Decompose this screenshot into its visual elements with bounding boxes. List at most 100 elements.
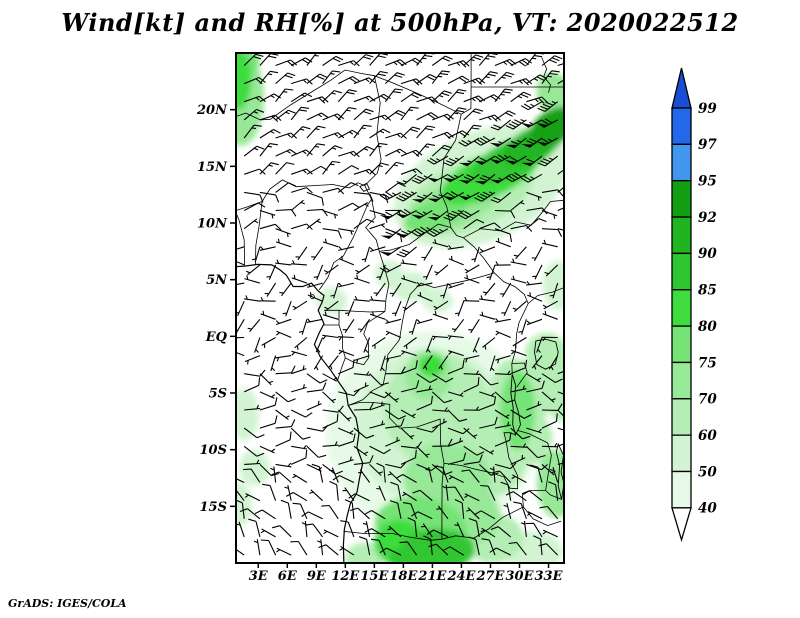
wind-barb: [416, 191, 433, 203]
wind-barb: [463, 355, 480, 363]
wind-barb: [275, 431, 292, 447]
wind-barb: [463, 108, 484, 121]
wind-barb: [364, 510, 386, 520]
wind-barb: [275, 419, 296, 429]
wind-barb: [290, 149, 313, 157]
wind-barb: [236, 319, 245, 334]
wind-barb: [338, 433, 356, 447]
lon-tick-label: 12E: [331, 569, 360, 584]
wind-barb: [496, 137, 511, 148]
rh-shading-layer: [236, 53, 564, 563]
wind-barb: [481, 538, 496, 556]
wind-barb: [270, 355, 277, 372]
wind-barb: [369, 445, 391, 455]
wind-barb: [306, 125, 326, 139]
wind-barb: [349, 507, 370, 520]
wind-barb: [385, 228, 402, 240]
wind-barb: [353, 295, 370, 302]
wind-barb: [259, 162, 279, 175]
wind-barb: [243, 108, 265, 121]
wind-barb: [275, 109, 296, 121]
wind-barb: [290, 409, 313, 418]
wind-barb: [243, 202, 266, 211]
wind-barb: [322, 90, 342, 103]
wind-barb: [448, 474, 464, 483]
wind-barb: [442, 546, 464, 556]
wind-barb: [513, 246, 527, 260]
wind-barb: [510, 385, 527, 393]
wind-barb: [254, 337, 261, 353]
wind-barb: [557, 207, 564, 212]
wind-barb: [526, 191, 542, 201]
wind-barb: [525, 522, 543, 538]
wind-barb: [541, 442, 559, 448]
wind-barb: [306, 382, 327, 393]
wind-barb: [513, 501, 527, 519]
wind-barb: [379, 547, 402, 556]
wind-barb: [501, 300, 512, 317]
wind-barb: [322, 160, 341, 175]
wind-barb: [433, 173, 449, 183]
wind-barb: [353, 191, 374, 202]
wind-barb: [447, 173, 464, 183]
wind-barb: [353, 124, 372, 139]
lon-tick-label: 30E: [505, 569, 534, 584]
wind-barb: [544, 264, 559, 277]
wind-barb: [479, 445, 495, 455]
wind-barb: [541, 463, 556, 476]
lon-tick-label: 27E: [475, 569, 505, 584]
wind-barb: [318, 544, 339, 556]
wind-barb: [342, 318, 355, 334]
wind-barb: [400, 106, 419, 121]
wind-barb: [503, 503, 512, 519]
wind-barb: [266, 264, 277, 280]
wind-barb: [243, 468, 261, 483]
wind-barb: [541, 228, 563, 238]
wind-barb: [527, 119, 543, 128]
wind-barb: [337, 107, 357, 121]
wind-barb: [371, 337, 386, 349]
wind-barb: [468, 319, 480, 334]
wind-barb: [387, 246, 402, 257]
wind-barb: [447, 245, 464, 250]
wind-barb: [243, 445, 265, 457]
rh-blob: [391, 271, 431, 302]
wind-barb: [400, 427, 415, 440]
wind-barb: [463, 124, 482, 139]
wind-barb: [494, 209, 516, 219]
wind-barb: [489, 547, 511, 556]
wind-barb: [458, 210, 480, 220]
rh-blob: [236, 53, 252, 110]
wind-barb: [520, 101, 543, 111]
wind-barb: [271, 525, 292, 538]
rh-blob: [418, 354, 444, 378]
wind-barb: [490, 526, 512, 538]
wind-barb: [478, 373, 499, 386]
wind-barb: [531, 355, 543, 370]
wind-barb: [402, 502, 418, 519]
wind-barb: [275, 355, 292, 362]
border-line: [511, 362, 528, 388]
wind-barb: [442, 484, 449, 501]
wind-barb: [298, 319, 308, 335]
wind-barb: [353, 202, 369, 211]
wind-barb: [468, 536, 480, 556]
wind-barb: [494, 154, 511, 164]
wind-barb: [338, 228, 355, 235]
wind-barb: [466, 507, 480, 520]
wind-barb: [259, 397, 278, 411]
wind-barb: [416, 125, 436, 139]
wind-barb: [376, 485, 386, 501]
wind-barb: [432, 191, 449, 203]
wind-barb: [244, 295, 260, 302]
wind-barb: [537, 100, 559, 112]
wind-barb: [323, 529, 339, 538]
wind-barb: [494, 88, 513, 103]
wind-barb: [401, 275, 417, 284]
wind-barb: [301, 520, 308, 537]
wind-barb: [307, 292, 323, 302]
wind-barb: [290, 449, 308, 465]
colorbar-label: 95: [698, 174, 717, 190]
wind-barb: [376, 462, 386, 483]
wind-barb: [494, 462, 517, 470]
